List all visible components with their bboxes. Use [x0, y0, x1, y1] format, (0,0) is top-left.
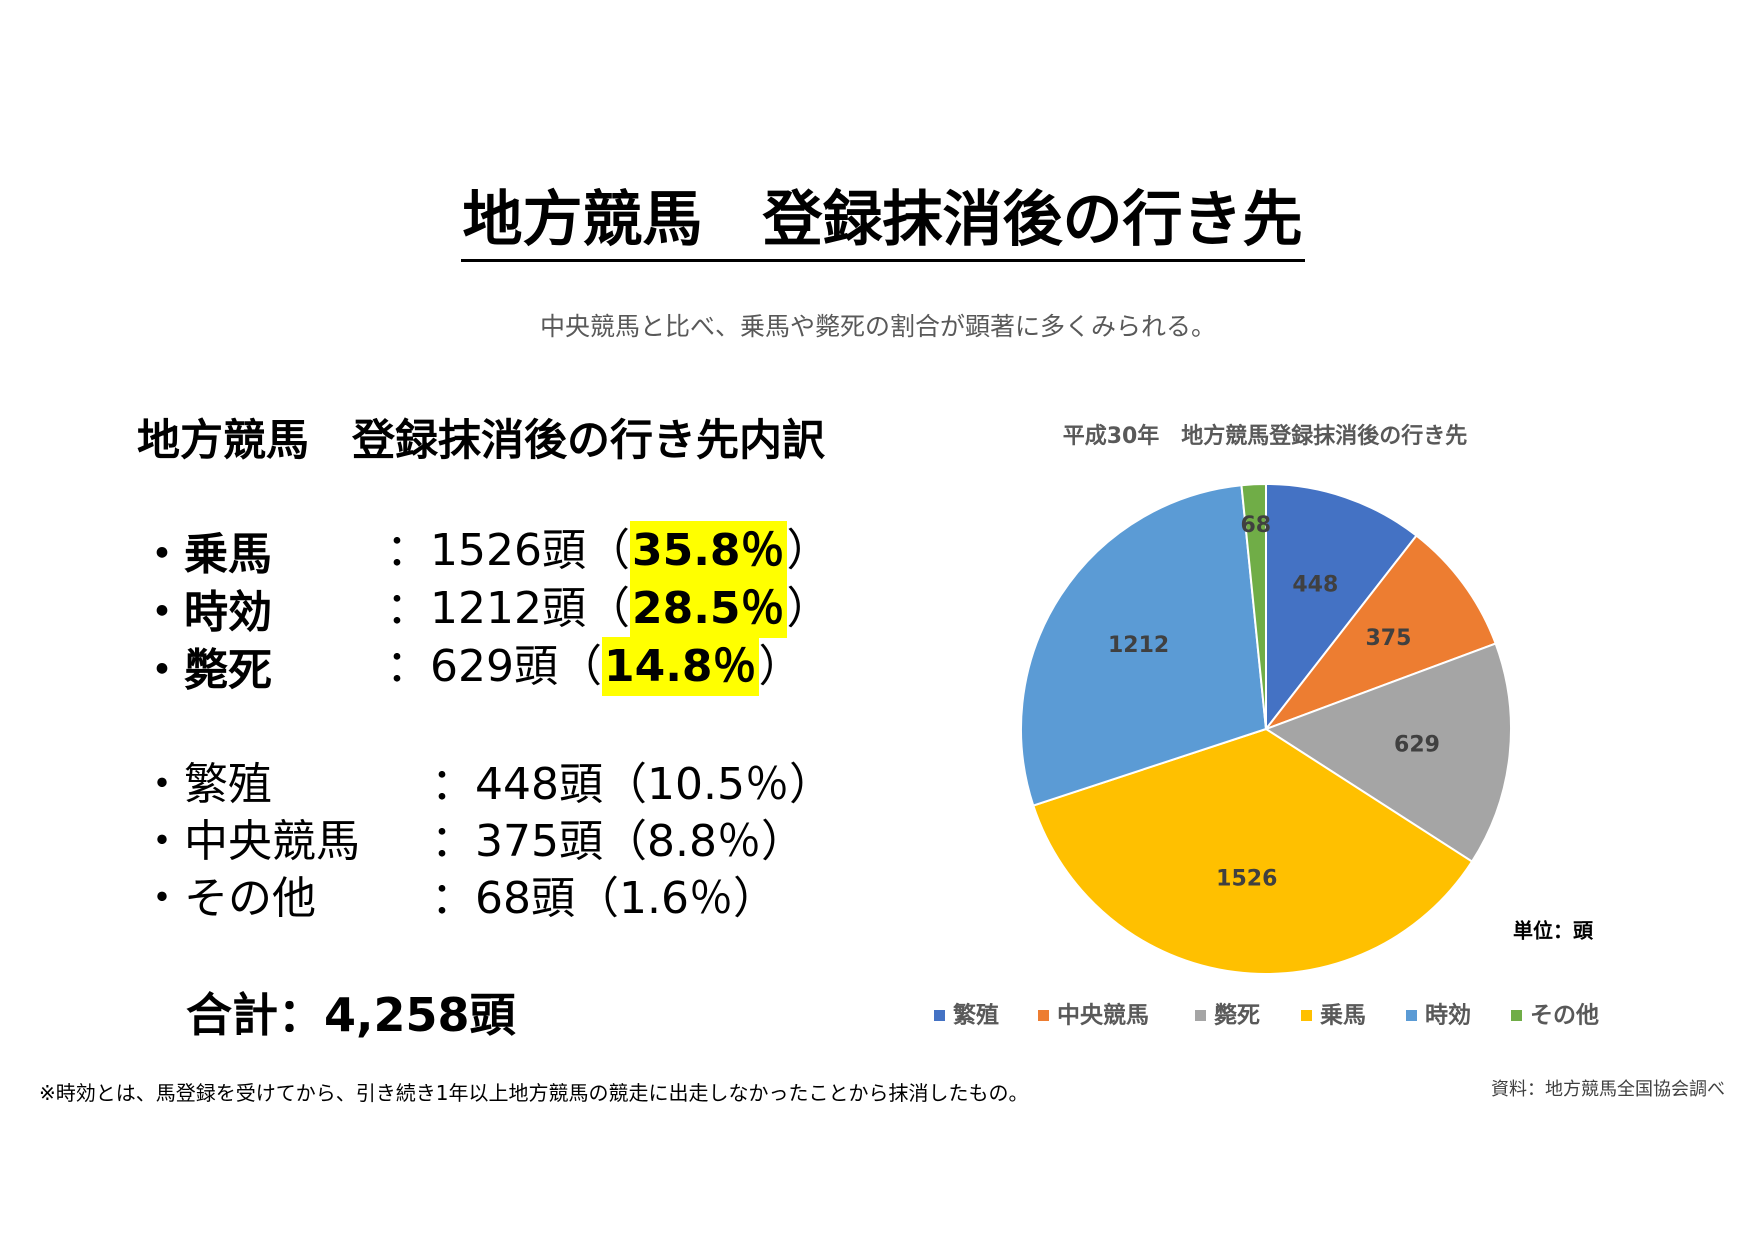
legend-swatch — [934, 1010, 945, 1021]
item-detail: ：629頭（14.8％） — [386, 637, 803, 696]
bullet: ・ — [140, 759, 184, 810]
item-label: 繁殖 — [184, 759, 272, 810]
pie-slice — [1263, 642, 1512, 863]
legend-label: 繁殖 — [953, 1002, 999, 1029]
pie-slice — [1019, 484, 1268, 807]
legend-label: 時効 — [1425, 1002, 1471, 1029]
item-detail: ：1526頭（35.8％） — [386, 521, 831, 580]
item-close: ） — [758, 641, 803, 692]
item-count: ：1526頭（ — [386, 525, 630, 576]
subtitle: 中央競馬と比べ、乗馬や斃死の割合が顕著に多くみられる。 — [539, 312, 1216, 341]
data-label: 68 — [1240, 513, 1271, 538]
legend-swatch — [1195, 1010, 1206, 1021]
footnote: ※時効とは、馬登録を受けてから、引き続き1年以上地方競馬の競走に出走しなかったこ… — [39, 1081, 1029, 1105]
item-count: ：448頭（10.5％） — [431, 759, 833, 810]
item-label: 乗馬 — [184, 529, 272, 580]
data-label: 1212 — [1108, 633, 1169, 658]
legend-label: 中央競馬 — [1057, 1002, 1149, 1029]
legend-label: 乗馬 — [1320, 1003, 1366, 1029]
item-label: 時効 — [184, 587, 272, 638]
item-percent: 14.8％ — [601, 637, 759, 696]
section-heading: 地方競馬 登録抹消後の行き先内訳 — [137, 416, 825, 466]
unit-note: 単位：頭 — [1513, 919, 1594, 943]
data-label: 448 — [1292, 572, 1338, 597]
item-close: ） — [786, 525, 831, 576]
legend-swatch — [1406, 1010, 1417, 1021]
total: 合計：4,258頭 — [186, 988, 516, 1042]
pie-slice — [1265, 482, 1418, 732]
source: 資料：地方競馬全国協会調べ — [1491, 1079, 1725, 1100]
legend-label: その他 — [1530, 1003, 1599, 1029]
pie-slice — [1263, 534, 1497, 732]
legend-swatch — [1301, 1010, 1312, 1021]
legend-swatch — [1511, 1010, 1522, 1021]
bullet: ・ — [140, 816, 184, 867]
bullet: ・ — [140, 873, 184, 924]
data-label: 375 — [1365, 626, 1411, 651]
chart-title: 平成30年 地方競馬登録抹消後の行き先 — [1063, 423, 1468, 449]
legend-swatch — [1038, 1010, 1049, 1021]
item-label: 中央競馬 — [184, 816, 360, 867]
item-percent: 28.5％ — [629, 579, 787, 638]
data-label: 1526 — [1216, 867, 1277, 892]
item-count: ：629頭（ — [386, 641, 602, 692]
legend-label: 斃死 — [1214, 1002, 1260, 1029]
item-label: 斃死 — [184, 645, 272, 696]
data-label: 629 — [1394, 732, 1440, 757]
pie-slice — [1032, 727, 1474, 976]
page-title-text: 地方競馬 登録抹消後の行き先 — [460, 185, 1305, 262]
pie-slice — [1240, 482, 1267, 730]
item-count: ：68頭（1.6％） — [431, 873, 777, 924]
bullet: ・ — [140, 529, 184, 580]
item-percent: 35.8％ — [629, 521, 787, 580]
page-title: 地方競馬 登録抹消後の行き先 — [0, 185, 1755, 262]
item-close: ） — [786, 583, 831, 634]
item-count: ：1212頭（ — [386, 583, 630, 634]
item-label: その他 — [184, 873, 316, 924]
item-detail: ：1212頭（28.5％） — [386, 579, 831, 638]
item-count: ：375頭（8.8％） — [431, 816, 805, 867]
bullet: ・ — [140, 645, 184, 696]
bullet: ・ — [140, 587, 184, 638]
